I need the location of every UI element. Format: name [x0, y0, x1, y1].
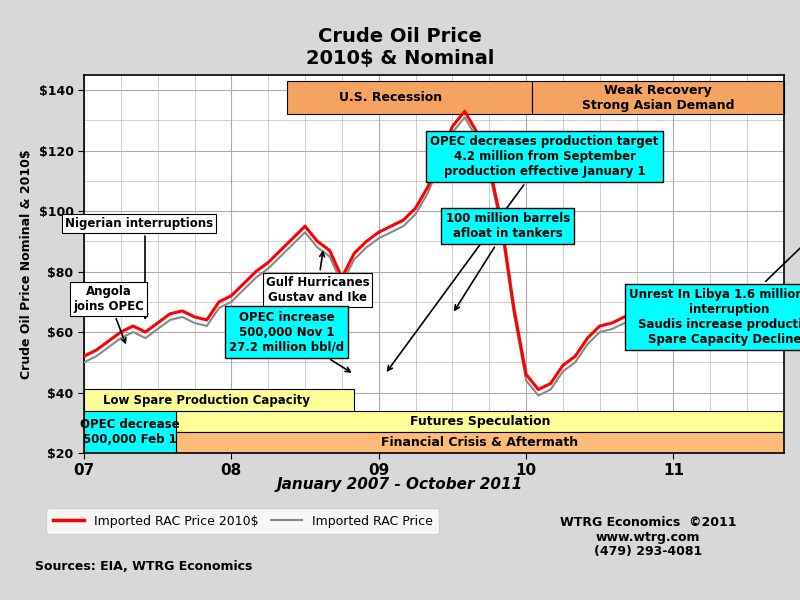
Text: OPEC decreases production target
4.2 million from September
production effective: OPEC decreases production target 4.2 mil…: [388, 135, 658, 371]
Bar: [532, 81, 784, 115]
Legend: Imported RAC Price 2010$, Imported RAC Price: Imported RAC Price 2010$, Imported RAC P…: [46, 508, 439, 534]
Y-axis label: Crude Oil Price Nominal & 2010$: Crude Oil Price Nominal & 2010$: [20, 149, 33, 379]
Text: Crude Oil Price
2010$ & Nominal: Crude Oil Price 2010$ & Nominal: [306, 27, 494, 68]
Text: Unrest In Libya 1.6 million b/d
interruption
Saudis increase production
Spare Ca: Unrest In Libya 1.6 million b/d interrup…: [629, 184, 800, 346]
Text: 100 million barrels
afloat in tankers: 100 million barrels afloat in tankers: [446, 212, 570, 310]
Text: Weak Recovery
Strong Asian Demand: Weak Recovery Strong Asian Demand: [582, 83, 734, 112]
Text: Sources: EIA, WTRG Economics: Sources: EIA, WTRG Economics: [35, 560, 253, 574]
Text: Futures Speculation: Futures Speculation: [410, 415, 550, 428]
Text: January 2007 - October 2011: January 2007 - October 2011: [277, 477, 523, 492]
Bar: [84, 410, 176, 453]
Text: Gulf Hurricanes
Gustav and Ike: Gulf Hurricanes Gustav and Ike: [266, 252, 369, 304]
Bar: [286, 81, 532, 115]
Text: Low Spare Production Capacity: Low Spare Production Capacity: [103, 394, 310, 407]
Bar: [176, 410, 784, 432]
Text: Financial Crisis & Aftermath: Financial Crisis & Aftermath: [382, 436, 578, 449]
Text: Nigerian interruptions: Nigerian interruptions: [66, 217, 214, 319]
Bar: [176, 432, 784, 453]
Text: OPEC decrease
500,000 Feb 1: OPEC decrease 500,000 Feb 1: [80, 418, 180, 446]
Text: OPEC increase
500,000 Nov 1
27.2 million bbl/d: OPEC increase 500,000 Nov 1 27.2 million…: [229, 311, 350, 372]
Text: U.S. Recession: U.S. Recession: [339, 91, 442, 104]
Text: Angola
joins OPEC: Angola joins OPEC: [73, 285, 144, 343]
Bar: [84, 389, 354, 410]
Text: WTRG Economics  ©2011
www.wtrg.com
(479) 293-4081: WTRG Economics ©2011 www.wtrg.com (479) …: [560, 515, 736, 559]
